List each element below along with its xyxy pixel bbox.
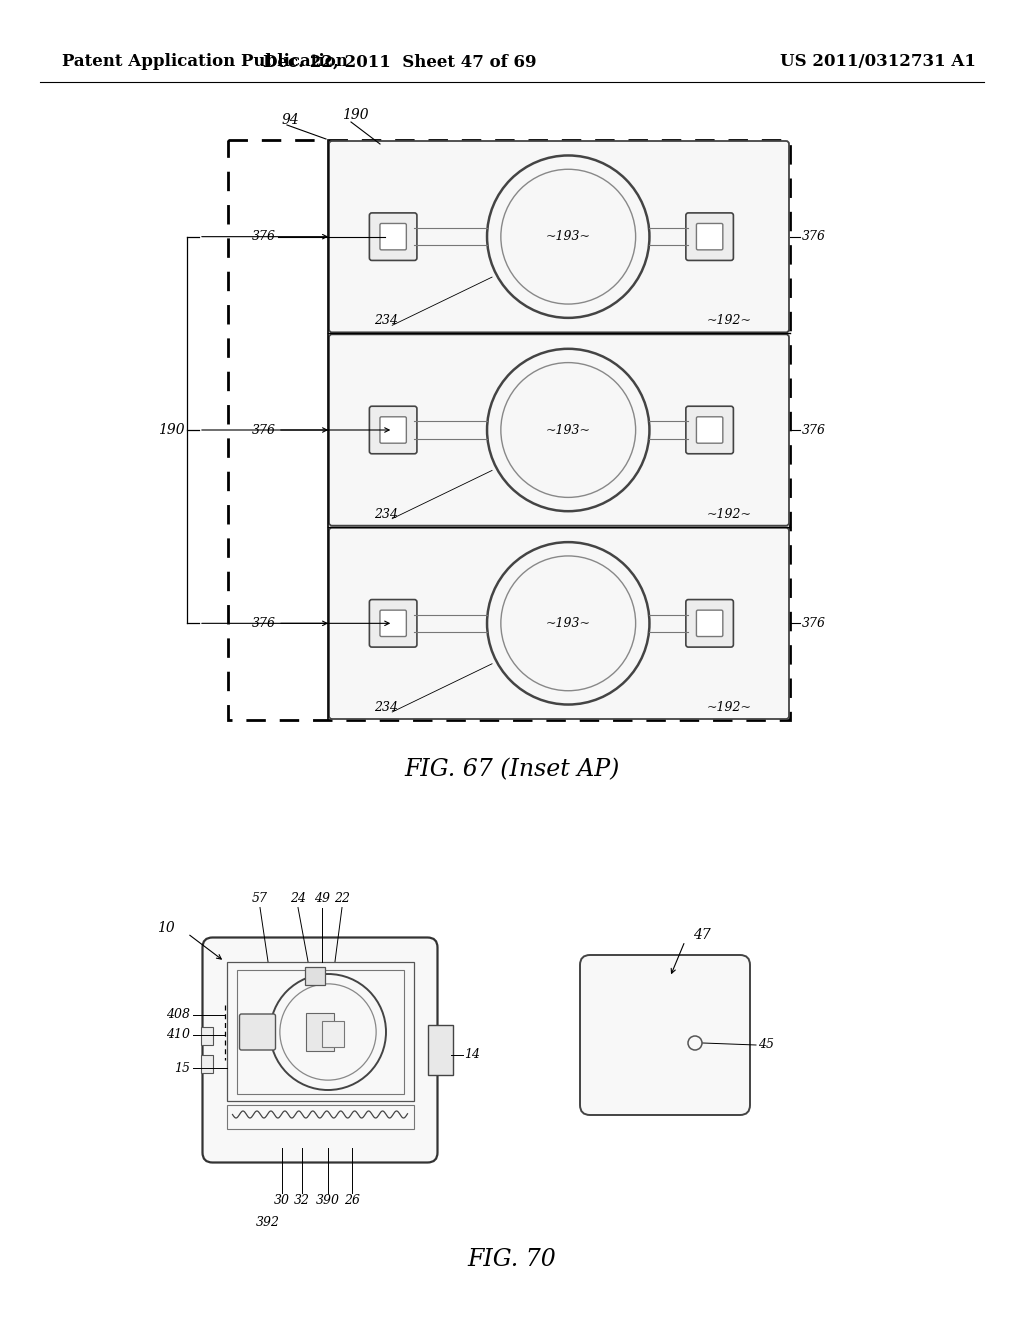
FancyBboxPatch shape: [329, 334, 790, 525]
Text: 234: 234: [374, 701, 398, 714]
FancyBboxPatch shape: [370, 599, 417, 647]
Text: 32: 32: [294, 1195, 310, 1208]
Text: 49: 49: [314, 892, 330, 906]
FancyBboxPatch shape: [329, 141, 790, 333]
Text: 190: 190: [342, 108, 369, 121]
Text: 410: 410: [167, 1028, 190, 1041]
Text: 10: 10: [157, 920, 174, 935]
Text: 45: 45: [758, 1039, 774, 1052]
Bar: [226, 961, 414, 1101]
Text: 94: 94: [282, 114, 299, 127]
FancyBboxPatch shape: [380, 223, 407, 249]
Text: 14: 14: [465, 1048, 480, 1061]
Text: 376: 376: [252, 424, 276, 437]
Text: US 2011/0312731 A1: US 2011/0312731 A1: [780, 54, 976, 70]
Text: 376: 376: [802, 424, 826, 437]
Text: ~192~: ~192~: [707, 701, 752, 714]
Bar: [201, 1055, 213, 1073]
Text: 392: 392: [256, 1217, 280, 1229]
Text: Patent Application Publication: Patent Application Publication: [62, 54, 348, 70]
FancyBboxPatch shape: [580, 954, 750, 1115]
Text: 24: 24: [290, 892, 306, 906]
Text: 408: 408: [167, 1008, 190, 1022]
Bar: [228, 140, 790, 719]
Text: ~192~: ~192~: [707, 314, 752, 327]
Bar: [305, 966, 325, 985]
Text: 376: 376: [252, 616, 276, 630]
Text: 376: 376: [802, 616, 826, 630]
FancyBboxPatch shape: [203, 937, 437, 1163]
Text: FIG. 67 (Inset AP): FIG. 67 (Inset AP): [404, 758, 620, 781]
Text: 234: 234: [374, 508, 398, 520]
Bar: [201, 1027, 213, 1045]
Text: Dec. 22, 2011  Sheet 47 of 69: Dec. 22, 2011 Sheet 47 of 69: [263, 54, 537, 70]
Text: FIG. 70: FIG. 70: [468, 1247, 556, 1270]
Text: ~192~: ~192~: [707, 508, 752, 520]
Bar: [427, 1026, 453, 1074]
Text: 30: 30: [274, 1195, 290, 1208]
FancyBboxPatch shape: [686, 599, 733, 647]
FancyBboxPatch shape: [370, 407, 417, 454]
Bar: [237, 969, 403, 1094]
FancyBboxPatch shape: [686, 213, 733, 260]
FancyBboxPatch shape: [380, 417, 407, 444]
Bar: [322, 1020, 344, 1047]
FancyBboxPatch shape: [696, 417, 723, 444]
FancyBboxPatch shape: [380, 610, 407, 636]
Text: ~193~: ~193~: [546, 616, 591, 630]
FancyBboxPatch shape: [696, 223, 723, 249]
FancyBboxPatch shape: [696, 610, 723, 636]
Text: ~193~: ~193~: [546, 424, 591, 437]
Text: 57: 57: [252, 892, 268, 906]
Text: 15: 15: [174, 1061, 190, 1074]
Text: 390: 390: [316, 1195, 340, 1208]
Text: 190: 190: [159, 422, 185, 437]
FancyBboxPatch shape: [686, 407, 733, 454]
Text: 26: 26: [344, 1195, 360, 1208]
Text: 47: 47: [693, 928, 711, 942]
Text: 234: 234: [374, 314, 398, 327]
Text: 22: 22: [334, 892, 350, 906]
FancyBboxPatch shape: [370, 213, 417, 260]
FancyBboxPatch shape: [329, 528, 790, 719]
FancyBboxPatch shape: [240, 1014, 275, 1049]
Text: 376: 376: [252, 230, 276, 243]
Text: 376: 376: [802, 230, 826, 243]
Bar: [226, 1105, 414, 1129]
Bar: [306, 1012, 334, 1051]
Text: ~193~: ~193~: [546, 230, 591, 243]
